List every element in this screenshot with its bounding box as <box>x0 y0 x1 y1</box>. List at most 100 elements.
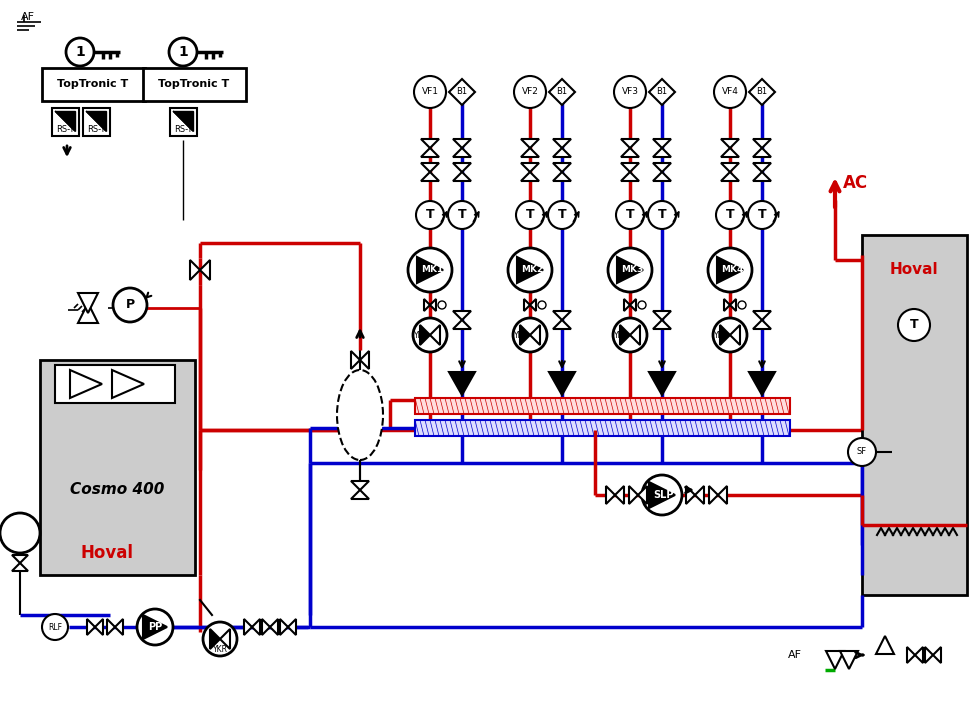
Circle shape <box>413 318 447 352</box>
Polygon shape <box>430 325 440 345</box>
Polygon shape <box>553 163 571 172</box>
Polygon shape <box>530 299 536 311</box>
Polygon shape <box>420 325 430 345</box>
Text: YK1: YK1 <box>414 330 429 340</box>
Polygon shape <box>717 257 743 283</box>
Text: AF: AF <box>21 12 35 22</box>
Polygon shape <box>653 311 671 320</box>
Text: TopTronic T: TopTronic T <box>159 79 230 89</box>
Bar <box>55 365 175 403</box>
Circle shape <box>748 201 776 229</box>
Circle shape <box>616 201 644 229</box>
Polygon shape <box>270 619 278 635</box>
Polygon shape <box>553 172 571 181</box>
Circle shape <box>516 201 544 229</box>
Polygon shape <box>753 139 771 148</box>
Polygon shape <box>695 486 704 504</box>
Bar <box>415 398 790 414</box>
Text: T: T <box>910 318 918 332</box>
Polygon shape <box>12 555 28 563</box>
Circle shape <box>414 76 446 108</box>
Polygon shape <box>421 148 439 157</box>
Circle shape <box>898 309 930 341</box>
Polygon shape <box>907 647 915 663</box>
Circle shape <box>642 475 682 515</box>
Polygon shape <box>453 163 471 172</box>
Polygon shape <box>553 311 571 320</box>
Circle shape <box>203 622 237 656</box>
Text: T: T <box>657 208 666 221</box>
Circle shape <box>713 318 747 352</box>
Bar <box>170 108 197 136</box>
Polygon shape <box>630 299 636 311</box>
Circle shape <box>738 301 746 309</box>
Polygon shape <box>624 299 630 311</box>
Text: VF2: VF2 <box>521 87 539 96</box>
Circle shape <box>438 301 446 309</box>
Polygon shape <box>753 148 771 157</box>
Polygon shape <box>686 486 695 504</box>
Circle shape <box>169 38 197 66</box>
Polygon shape <box>252 619 260 635</box>
Polygon shape <box>709 486 718 504</box>
Polygon shape <box>351 351 360 369</box>
Polygon shape <box>521 172 539 181</box>
Bar <box>415 420 790 436</box>
Text: VF1: VF1 <box>422 87 438 96</box>
Circle shape <box>66 38 94 66</box>
Polygon shape <box>549 79 575 105</box>
Polygon shape <box>749 372 775 395</box>
Polygon shape <box>649 79 675 105</box>
Polygon shape <box>653 172 671 181</box>
Polygon shape <box>840 651 858 669</box>
Polygon shape <box>553 320 571 329</box>
Polygon shape <box>621 148 639 157</box>
Polygon shape <box>449 79 475 105</box>
Text: T: T <box>758 208 767 221</box>
Polygon shape <box>617 257 643 283</box>
Ellipse shape <box>337 370 383 460</box>
Polygon shape <box>753 311 771 320</box>
Polygon shape <box>621 139 639 148</box>
Text: 1: 1 <box>75 45 85 59</box>
Text: B1: B1 <box>457 87 468 96</box>
Circle shape <box>416 201 444 229</box>
Bar <box>83 108 110 136</box>
Circle shape <box>608 248 652 292</box>
Text: P: P <box>126 298 134 311</box>
Polygon shape <box>621 163 639 172</box>
Polygon shape <box>649 482 675 508</box>
Circle shape <box>716 201 744 229</box>
Polygon shape <box>521 148 539 157</box>
Text: MK1: MK1 <box>421 265 443 274</box>
Polygon shape <box>721 163 739 172</box>
Text: T: T <box>625 208 634 221</box>
Polygon shape <box>553 148 571 157</box>
Polygon shape <box>753 163 771 172</box>
Polygon shape <box>606 486 615 504</box>
Polygon shape <box>449 372 475 395</box>
Polygon shape <box>95 619 103 635</box>
Text: 1: 1 <box>178 45 188 59</box>
Circle shape <box>448 201 476 229</box>
Polygon shape <box>649 372 675 395</box>
Text: SF: SF <box>857 447 867 457</box>
Polygon shape <box>453 311 471 320</box>
Polygon shape <box>107 619 115 635</box>
Text: VF4: VF4 <box>722 87 738 96</box>
Polygon shape <box>453 148 471 157</box>
Polygon shape <box>351 490 369 499</box>
Circle shape <box>513 318 547 352</box>
Polygon shape <box>530 325 540 345</box>
Polygon shape <box>933 647 941 663</box>
Circle shape <box>408 248 452 292</box>
Polygon shape <box>549 372 575 395</box>
Text: PP: PP <box>148 622 162 632</box>
Polygon shape <box>200 260 210 280</box>
Text: MK2: MK2 <box>521 265 543 274</box>
Text: YK2: YK2 <box>514 330 528 340</box>
Text: Hoval: Hoval <box>81 544 133 562</box>
Polygon shape <box>424 299 430 311</box>
Text: RLF: RLF <box>48 623 62 632</box>
Polygon shape <box>521 163 539 172</box>
